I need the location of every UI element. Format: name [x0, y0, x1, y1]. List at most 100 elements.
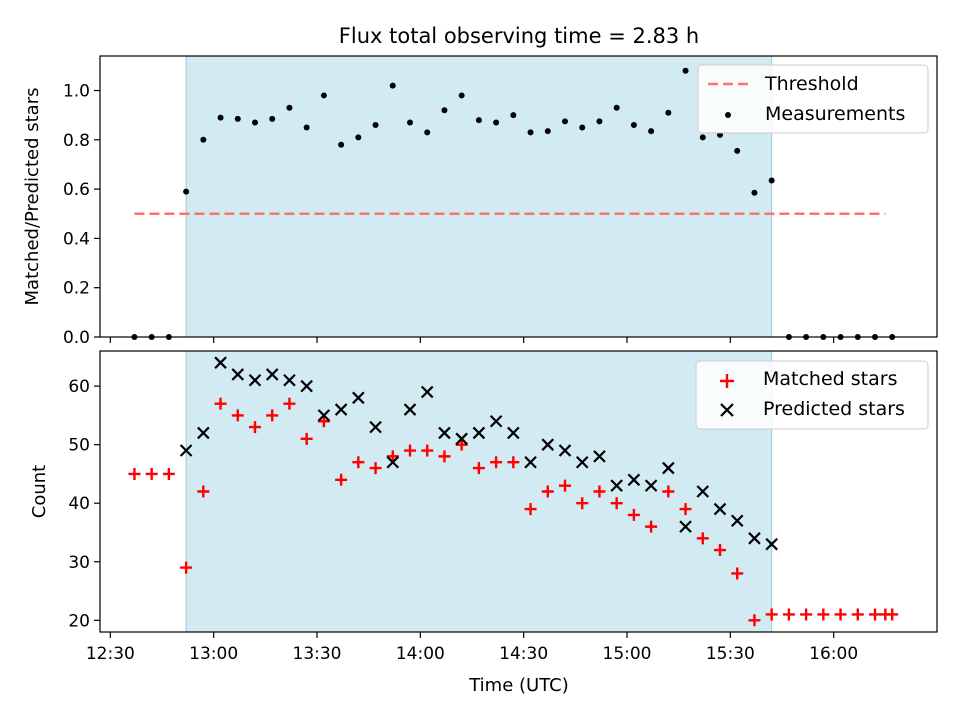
predicted-star-point [352, 391, 365, 405]
top-y-axis-label: Matched/Predicted stars [22, 88, 43, 306]
top-y-tick-label: 0.6 [63, 180, 90, 200]
matched-star-point [696, 532, 709, 545]
matched-star-point [800, 608, 813, 621]
bottom-legend-box [695, 360, 929, 430]
bottom-legend: Matched stars Predicted stars [695, 360, 929, 430]
matched-star-point [765, 608, 778, 621]
matched-star-point [541, 485, 554, 498]
matched-star-point [869, 608, 881, 621]
matched-star-point [490, 456, 503, 469]
matched-star-point [886, 608, 899, 621]
matched-star-point [335, 473, 348, 486]
predicted-star-point [179, 444, 193, 457]
measurement-point [682, 67, 689, 74]
top-y-tick-label: 0.8 [63, 131, 90, 151]
top-y-tick-label: 1.0 [63, 82, 90, 102]
top-axes: 0.0 0.2 0.4 0.6 0.8 1.0 [63, 82, 835, 348]
predicted-star-point [558, 444, 572, 457]
matched-star-point [180, 561, 193, 574]
measurement-point [303, 124, 310, 131]
predicted-star-point [334, 403, 348, 416]
x-tick-label: 12:30 [86, 644, 135, 664]
predicted-star-point [662, 461, 675, 475]
measurement-point [630, 122, 637, 129]
matched-star-point [834, 608, 847, 621]
bottom-y-tick-label: 20 [68, 611, 90, 631]
legend-measurements-label: Measurements [765, 103, 905, 125]
measurement-point [269, 115, 276, 122]
matched-star-point [593, 485, 606, 498]
bottom-axes: 20 30 40 50 60 12:30 13:00 13:30 14:00 14:30 15:00… [68, 377, 858, 664]
legend-measurements-swatch [725, 112, 731, 118]
measurement-point [441, 107, 448, 114]
predicted-star-point [283, 373, 296, 387]
bottom-y-tick-label: 50 [68, 436, 90, 456]
x-tick-label: 13:30 [293, 644, 342, 664]
x-tick-label: 14:30 [499, 644, 548, 664]
matched-star-point [472, 462, 485, 475]
predicted-star-point [489, 414, 503, 428]
matched-star-point [421, 444, 434, 457]
bottom-y-tick-label: 60 [68, 377, 90, 397]
bottom-y-axis-label: Count [29, 465, 50, 518]
matched-star-point [610, 497, 623, 510]
matched-star-point [782, 608, 795, 621]
top-axes-frame [99, 55, 938, 338]
predicted-star-point [231, 368, 245, 381]
measurement-point [458, 92, 465, 99]
matched-star-point [748, 614, 761, 627]
predicted-star-point [713, 502, 727, 516]
measurement-point [389, 82, 396, 89]
legend-matched-label: Matched stars [763, 368, 897, 390]
measurement-point [424, 129, 431, 136]
predicted-star-point [369, 420, 382, 434]
legend-matched-swatch [720, 374, 734, 388]
measurement-point [527, 129, 534, 136]
matched-star-point [386, 450, 399, 463]
top-panel: 0.0 0.2 0.4 0.6 0.8 1.0 Matched/Predicted sta… [22, 55, 938, 348]
x-tick-label: 16:00 [809, 644, 858, 664]
measurement-point [286, 104, 293, 111]
measurement-point [320, 92, 327, 99]
matched-star-point [438, 450, 451, 463]
matched-star-point [679, 503, 692, 516]
predicted-stars-series [179, 356, 778, 551]
measurement-point [372, 122, 379, 129]
predicted-star-point [507, 426, 520, 440]
matched-star-point [197, 485, 210, 498]
measurement-point [579, 124, 586, 131]
predicted-star-point [627, 473, 641, 487]
bottom-axes-frame [99, 350, 938, 633]
matched-star-point [231, 409, 244, 422]
matched-star-point [404, 444, 416, 457]
matched-star-point [128, 467, 141, 480]
x-tick-label: 13:00 [189, 644, 238, 664]
predicted-star-point [575, 455, 589, 469]
measurement-point [234, 115, 241, 122]
measurement-point [493, 119, 500, 126]
measurement-point [734, 147, 741, 154]
top-legend-box [697, 64, 929, 134]
measurement-point [544, 128, 551, 135]
predicted-star-point [644, 479, 658, 492]
matched-star-point [162, 467, 175, 480]
measurement-point [217, 114, 224, 121]
predicted-star-point [455, 432, 468, 446]
predicted-star-point [748, 532, 761, 545]
matched-star-point [645, 520, 658, 533]
measurement-point [200, 136, 207, 143]
predicted-star-point [696, 485, 710, 498]
measurement-point [252, 119, 258, 126]
predicted-star-point [541, 438, 555, 451]
measurement-point [648, 128, 655, 135]
predicted-star-point [730, 514, 744, 528]
predicted-star-point [317, 409, 331, 422]
measurement-point [355, 134, 362, 141]
matched-star-point [352, 456, 365, 469]
x-tick-label: 15:00 [603, 644, 652, 664]
x-axis-label: Time (UTC) [468, 675, 569, 696]
matched-star-point [714, 544, 726, 557]
x-tick-label: 15:30 [706, 644, 755, 664]
matched-star-point [559, 479, 571, 492]
